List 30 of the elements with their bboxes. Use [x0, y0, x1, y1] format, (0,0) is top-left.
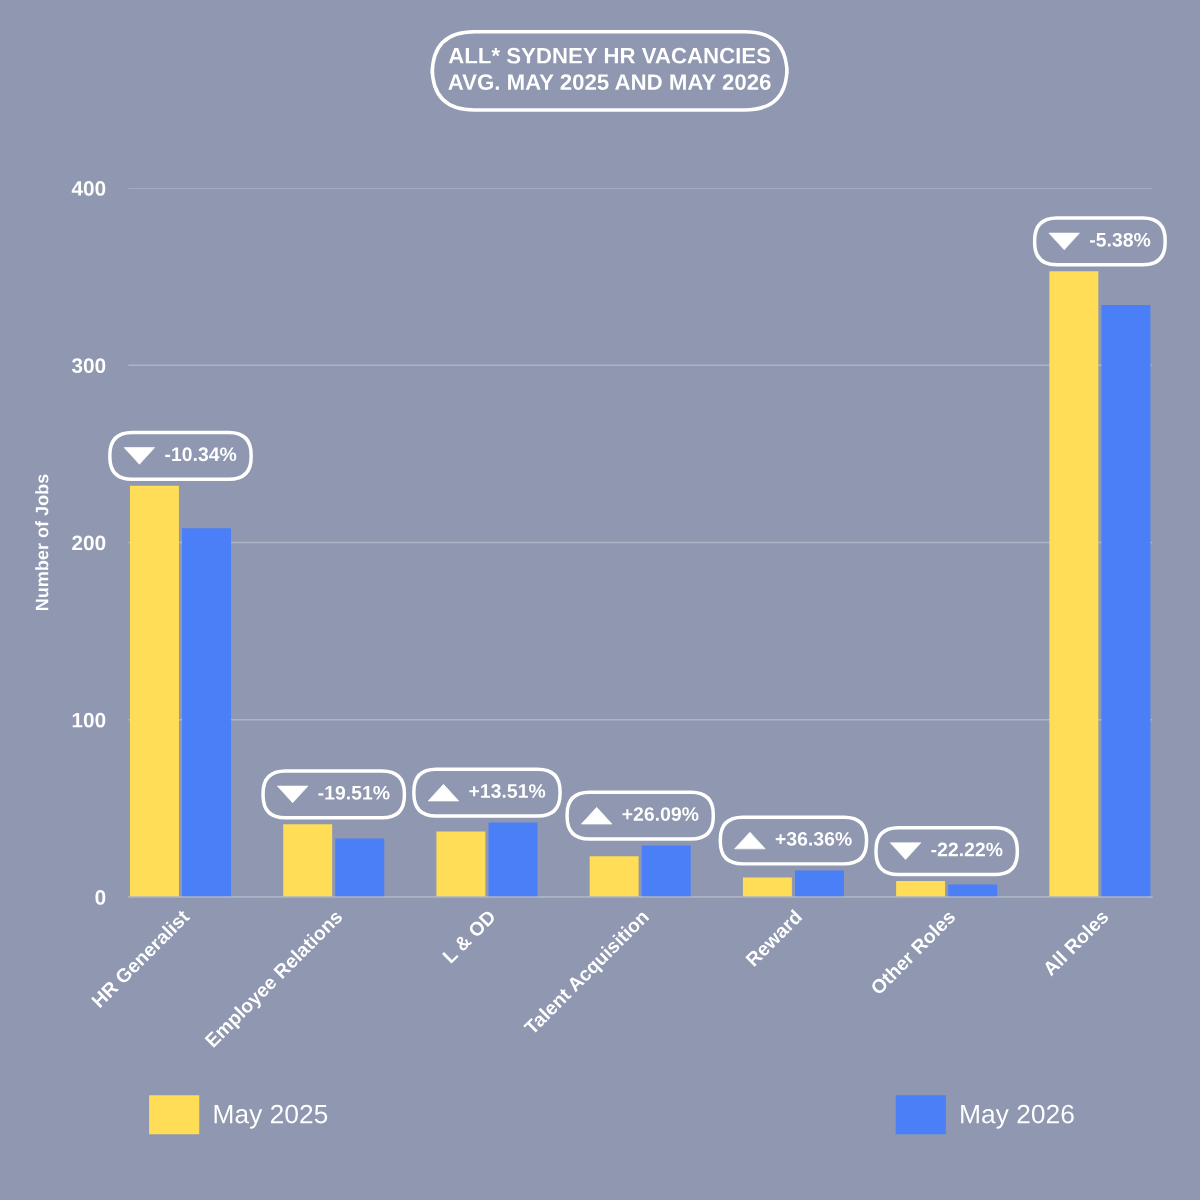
annotation: -22.22%: [931, 842, 1003, 857]
bar: [436, 831, 486, 897]
bar: [641, 845, 691, 897]
y-tick-label: 200: [72, 535, 106, 551]
x-tick-label: L & OD: [441, 909, 497, 964]
bar: [589, 856, 639, 897]
bar: [488, 822, 538, 897]
y-tick-label: 0: [95, 890, 106, 905]
legend-label: May 2026: [961, 1104, 1074, 1129]
chart-title: ALL* SYDNEY HR VACANCIES AVG. MAY 2025 AND MAY 2026: [448, 47, 771, 90]
annotation: +36.36%: [775, 831, 852, 846]
bar: [129, 485, 179, 897]
bar: [182, 528, 232, 897]
bar: [896, 881, 946, 897]
annotation: -19.51%: [318, 785, 390, 800]
bar: [283, 824, 333, 897]
legend-label: May 2025: [214, 1104, 328, 1129]
y-axis-title: Number of Jobs: [35, 474, 49, 611]
y-tick-label: 400: [71, 181, 106, 196]
annotation: +13.51%: [469, 784, 546, 798]
bar: [742, 877, 792, 897]
annotation: -10.34%: [165, 447, 237, 462]
bar: [1049, 271, 1099, 897]
y-tick-label: 300: [71, 358, 106, 374]
bar: [795, 870, 844, 897]
bar: [1101, 305, 1151, 897]
y-tick-label: 100: [72, 712, 106, 728]
annotation: -5.38%: [1090, 232, 1151, 247]
annotation: +26.09%: [622, 807, 699, 821]
bar: [335, 838, 385, 897]
